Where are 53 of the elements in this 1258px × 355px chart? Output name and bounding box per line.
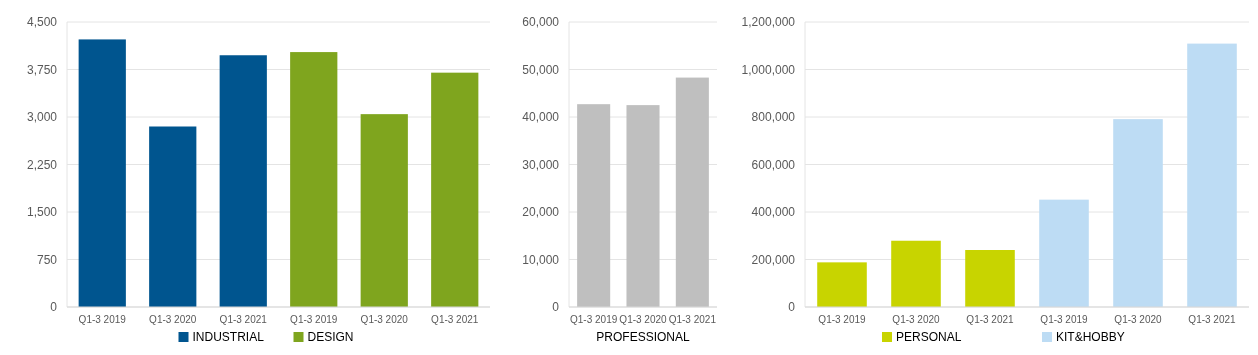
y-tick-label: 800,000 [751,110,796,125]
legend-label: PERSONAL [896,330,962,345]
x-tick-label: Q1-3 2020 [892,314,941,325]
y-tick-label: 0 [552,300,560,315]
x-tick-label: Q1-3 2019 [818,314,867,325]
y-tick-label: 750 [36,252,58,267]
x-axis-title: PROFESSIONAL [596,330,690,345]
x-tick-label: Q1-3 2019 [1040,314,1089,325]
bar [817,262,867,307]
x-tick-label: Q1-3 2020 [1114,314,1163,325]
y-tick-label: 600,000 [751,157,796,172]
legend-label: KIT&HOBBY [1056,330,1125,345]
y-tick-label: 1,200,000 [741,15,796,30]
y-tick-label: 60,000 [522,15,560,30]
x-tick-label: Q1-3 2019 [78,314,127,325]
legend-label: INDUSTRIAL [192,330,265,345]
x-tick-label: Q1-3 2020 [619,314,668,325]
bar [1113,119,1163,307]
y-tick-label: 3,750 [26,62,58,77]
x-tick-label: Q1-3 2020 [360,314,409,325]
y-tick-label: 0 [788,300,796,315]
x-tick-label: Q1-3 2019 [570,314,618,325]
bar [360,114,408,307]
y-tick-label: 40,000 [522,110,560,125]
y-tick-label: 10,000 [522,252,560,267]
legend-label: DESIGN [307,330,354,345]
y-tick-label: 4,500 [26,15,58,30]
bar [149,126,197,307]
y-tick-label: 50,000 [522,62,560,77]
y-tick-label: 1,500 [26,205,58,220]
bar [891,240,941,307]
bar [219,55,267,307]
x-tick-label: Q1-3 2021 [668,314,717,325]
x-tick-label: Q1-3 2021 [1188,314,1237,325]
y-tick-label: 3,000 [26,110,58,125]
y-tick-label: 400,000 [751,205,796,220]
y-tick-label: 20,000 [522,205,560,220]
bar [965,250,1015,307]
y-tick-label: 1,000,000 [741,62,796,77]
x-tick-label: Q1-3 2020 [149,314,197,325]
y-tick-label: 2,250 [26,157,58,172]
x-tick-label: Q1-3 2019 [290,314,338,325]
y-tick-label: 30,000 [522,157,560,172]
bar [1039,199,1089,307]
x-tick-label: Q1-3 2021 [431,314,479,325]
bar [290,52,338,307]
bar [78,39,126,307]
bar [431,72,479,307]
bar [1187,43,1237,307]
x-tick-label: Q1-3 2021 [966,314,1015,325]
y-tick-label: 0 [50,300,58,315]
x-tick-label: Q1-3 2021 [219,314,268,325]
y-tick-label: 200,000 [751,252,796,267]
